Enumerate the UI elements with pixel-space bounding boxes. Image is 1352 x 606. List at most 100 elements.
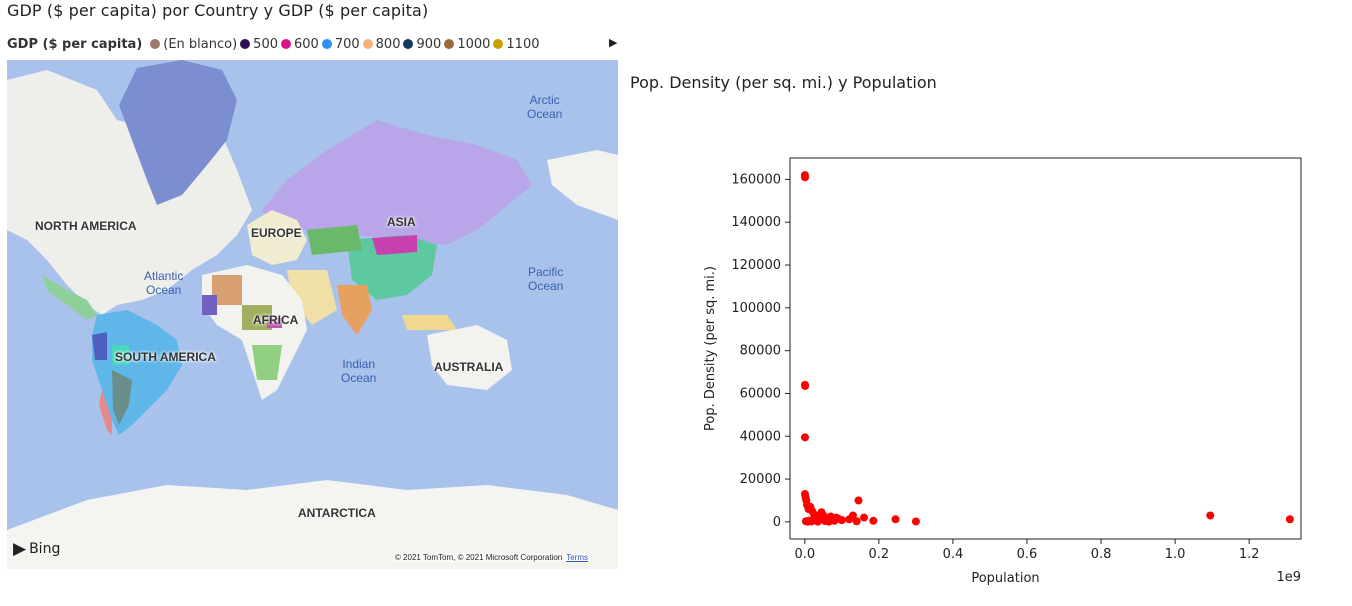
map-visual-title: GDP ($ per capita) por Country y GDP ($ … — [7, 1, 429, 20]
australia-shape — [427, 325, 512, 390]
scatter-point — [1285, 515, 1294, 524]
scatter-point — [911, 517, 920, 526]
scatter-point — [848, 511, 857, 520]
y-axis-label: Pop. Density (per sq. mi.) — [703, 266, 718, 431]
y-tick-label: 40000 — [740, 429, 781, 444]
chile-shape — [99, 390, 112, 435]
scatter-point — [1206, 511, 1215, 520]
argentina-shape — [112, 370, 132, 425]
legend-item-label: 900 — [416, 36, 442, 52]
scatter-point — [800, 173, 809, 182]
x-tick-label: 0.0 — [794, 547, 815, 562]
legend-item[interactable]: 900 — [403, 37, 441, 52]
x-axis-label: Population — [971, 571, 1039, 586]
legend-item-label: (En blanco) — [163, 36, 238, 52]
scatter-point — [801, 381, 810, 390]
bing-logo: ▶ Bing — [13, 539, 60, 559]
world-map[interactable] — [7, 60, 618, 569]
label-south-america: SOUTH AMERICA — [115, 350, 216, 364]
x-tick-label: 0.2 — [869, 547, 890, 562]
southern-africa-shape — [252, 345, 282, 380]
map-canvas[interactable]: NORTH AMERICA EUROPE ASIA AFRICA SOUTH A… — [7, 60, 618, 569]
y-tick-label: 80000 — [740, 344, 781, 359]
y-tick-label: 0 — [773, 515, 781, 530]
central-america-shape — [42, 275, 97, 320]
legend-item-label: 1100 — [506, 36, 540, 52]
legend-items: (En blanco) 500 600 700 800 900 1000 1100 — [150, 37, 542, 52]
map-legend: GDP ($ per capita) (En blanco) 500 600 700 8… — [7, 35, 543, 53]
india-shape — [337, 285, 372, 335]
legend-item[interactable]: 800 — [362, 36, 401, 52]
se-asia-shape — [402, 315, 457, 330]
x-tick-label: 0.4 — [943, 547, 964, 562]
scatter-point — [860, 513, 869, 522]
legend-item-label: 1000 — [457, 36, 491, 52]
scatter-visual-title: Pop. Density (per sq. mi.) y Population — [630, 73, 937, 92]
scatter-point — [854, 496, 863, 505]
legend-item-label: 500 — [253, 36, 278, 52]
scatter-point — [824, 517, 833, 526]
scatter-point — [891, 515, 900, 524]
label-africa: AFRICA — [253, 313, 299, 327]
y-tick-label: 120000 — [731, 258, 781, 273]
scatter-point — [837, 516, 846, 525]
label-arctic-ocean: Arctic Ocean — [527, 93, 563, 121]
antarctica-shape — [7, 480, 618, 569]
peru-shape — [92, 332, 107, 360]
x-tick-label: 0.8 — [1091, 547, 1112, 562]
east-africa-shape — [267, 318, 282, 328]
legend-item-label: 700 — [334, 36, 360, 52]
west-africa-shape — [212, 275, 242, 305]
middle-east-shape — [287, 270, 337, 325]
legend-item[interactable]: (En blanco) — [150, 37, 237, 52]
scatter-point — [852, 517, 861, 526]
legend-dot-icon — [321, 39, 332, 49]
kazakhstan-shape — [307, 225, 362, 255]
label-atlantic-ocean: Atlantic Ocean — [144, 269, 184, 297]
legend-item[interactable]: 500 — [240, 37, 278, 52]
legend-item[interactable]: 1000 — [444, 37, 490, 52]
legend-item[interactable]: 1100 — [493, 36, 540, 52]
bolivia-shape — [112, 345, 129, 365]
scatter-point — [800, 433, 809, 442]
x-tick-label: 1.2 — [1239, 547, 1260, 562]
legend-item-label: 800 — [375, 36, 401, 52]
legend-dot-icon — [403, 39, 414, 49]
label-asia: ASIA — [387, 215, 416, 229]
y-tick-label: 60000 — [740, 386, 781, 401]
label-indian-ocean: Indian Ocean — [341, 357, 377, 385]
legend-dot-icon — [240, 39, 251, 49]
scatter-chart: 0.0 0.2 0.4 0.6 0.8 1.0 1.2 0 20000 40000 60000 800… — [703, 157, 1302, 586]
legend-next-icon[interactable]: ▶ — [609, 36, 618, 49]
label-pacific-ocean: Pacific Ocean — [528, 265, 564, 293]
label-antarctica: ANTARCTICA — [298, 506, 376, 520]
legend-dot-icon — [362, 39, 373, 49]
y-tick-label: 20000 — [740, 472, 781, 487]
label-europe: EUROPE — [251, 226, 302, 240]
label-australia: AUSTRALIA — [434, 360, 504, 374]
bing-label: Bing — [29, 541, 61, 557]
legend-dot-icon — [444, 39, 455, 49]
central-africa-shape — [242, 305, 272, 330]
legend-item[interactable]: 700 — [321, 36, 360, 52]
map-copyright: © 2021 TomTom, © 2021 Microsoft Corporat… — [392, 553, 590, 562]
x-axis-multiplier: 1e9 — [1276, 570, 1301, 585]
europe-shape — [247, 210, 307, 265]
x-tick-label: 1.0 — [1165, 547, 1186, 562]
alaska-east-shape — [547, 150, 618, 220]
bing-icon: ▶ — [13, 539, 27, 559]
greenland-shape — [119, 60, 237, 205]
y-tick-label: 160000 — [731, 172, 781, 187]
y-tick-label: 140000 — [731, 215, 781, 230]
terms-link[interactable]: Terms — [566, 553, 588, 562]
legend-item-label: 600 — [294, 36, 319, 52]
legend-dot-icon — [493, 39, 504, 49]
plot-frame — [789, 157, 1302, 540]
legend-dot-icon — [150, 39, 161, 49]
legend-item[interactable]: 600 — [281, 37, 319, 52]
scatter-point — [869, 516, 878, 525]
label-north-america: NORTH AMERICA — [35, 219, 137, 233]
x-tick-label: 0.6 — [1017, 547, 1038, 562]
scatter-point — [813, 517, 822, 526]
mongolia-shape — [372, 235, 417, 255]
